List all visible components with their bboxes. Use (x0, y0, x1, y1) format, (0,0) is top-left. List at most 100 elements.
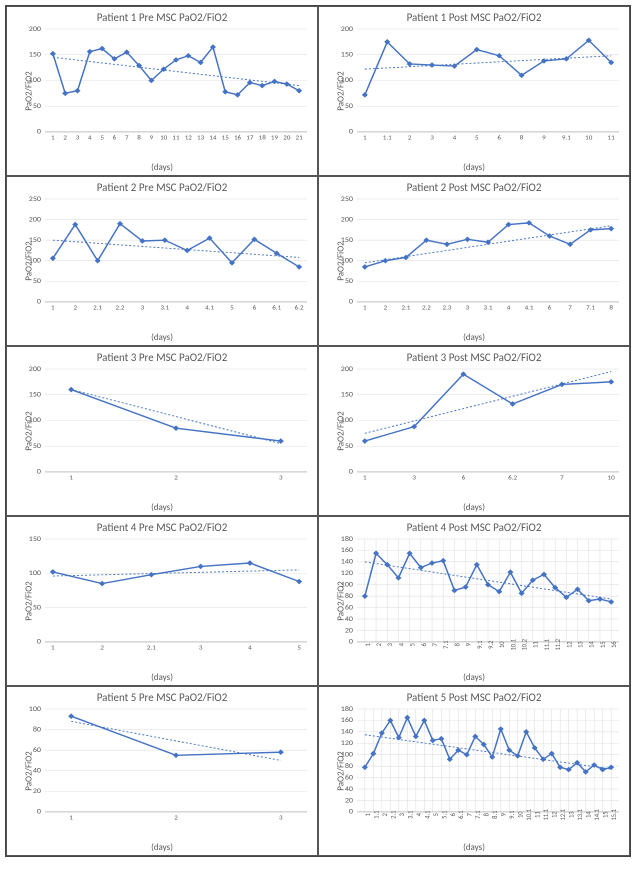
svg-text:140: 140 (341, 728, 353, 737)
svg-text:1: 1 (51, 644, 55, 652)
svg-text:60: 60 (345, 774, 353, 783)
svg-text:7: 7 (431, 643, 439, 647)
svg-text:6: 6 (253, 304, 257, 312)
svg-text:150: 150 (341, 51, 353, 60)
svg-text:11.1: 11.1 (543, 638, 551, 650)
svg-text:150: 150 (29, 236, 41, 245)
svg-text:4.1: 4.1 (423, 810, 431, 819)
plot-area: 050100150200250122.12.22.333.144.1677.18 (357, 199, 619, 315)
svg-text:11: 11 (608, 134, 616, 142)
svg-text:9.1: 9.1 (562, 134, 571, 142)
chart-title: Patient 5 Post MSC PaO2/FiO2 (319, 691, 629, 704)
svg-text:200: 200 (341, 365, 353, 374)
svg-text:160: 160 (341, 546, 353, 555)
svg-text:5: 5 (297, 644, 301, 652)
svg-text:2.1: 2.1 (147, 644, 156, 652)
svg-text:1: 1 (69, 474, 73, 482)
svg-text:9: 9 (464, 643, 472, 647)
svg-text:100: 100 (341, 581, 353, 590)
svg-text:50: 50 (345, 277, 353, 286)
svg-text:100: 100 (29, 76, 41, 85)
svg-text:10: 10 (498, 641, 506, 648)
svg-text:7: 7 (125, 134, 129, 142)
svg-text:1: 1 (364, 813, 372, 817)
svg-text:4: 4 (88, 134, 92, 142)
svg-text:20: 20 (345, 796, 353, 805)
svg-text:6: 6 (462, 474, 466, 482)
svg-text:2: 2 (384, 304, 388, 312)
svg-text:15: 15 (222, 134, 230, 142)
svg-text:11: 11 (172, 134, 180, 142)
svg-text:2: 2 (174, 814, 178, 822)
svg-text:1.1: 1.1 (372, 810, 380, 819)
svg-text:14: 14 (209, 134, 217, 142)
plot-area: 050100150200123 (45, 369, 307, 485)
svg-text:200: 200 (29, 25, 41, 34)
svg-text:12: 12 (185, 134, 193, 142)
chart-title: Patient 5 Pre MSC PaO2/FiO2 (7, 691, 317, 704)
svg-text:2: 2 (73, 304, 77, 312)
svg-text:50: 50 (33, 604, 41, 613)
svg-text:1.1: 1.1 (383, 134, 392, 142)
svg-text:16: 16 (234, 134, 242, 142)
svg-text:12.1: 12.1 (559, 808, 567, 820)
svg-text:150: 150 (341, 391, 353, 400)
svg-text:8: 8 (609, 304, 613, 312)
svg-text:150: 150 (341, 236, 353, 245)
svg-text:60: 60 (345, 604, 353, 613)
plot-area: 02040608010012014016018012345677.1899.19… (357, 539, 619, 655)
svg-text:200: 200 (341, 25, 353, 34)
svg-text:4.1: 4.1 (205, 304, 214, 312)
plot-area: 0501001502001234567891011121314151617181… (45, 29, 307, 145)
svg-text:2.3: 2.3 (442, 304, 451, 312)
svg-text:7.1: 7.1 (474, 810, 482, 819)
svg-text:17: 17 (246, 134, 254, 142)
svg-text:18: 18 (259, 134, 267, 142)
svg-text:20: 20 (345, 626, 353, 635)
plot-area: 05010015020011.123456899.11011 (357, 29, 619, 145)
svg-text:15: 15 (599, 641, 607, 648)
svg-text:4: 4 (248, 644, 252, 652)
svg-text:1: 1 (363, 304, 367, 312)
svg-text:6.2: 6.2 (295, 304, 304, 312)
svg-text:2.2: 2.2 (116, 304, 125, 312)
svg-text:13: 13 (576, 641, 584, 648)
x-axis-label: (days) (7, 672, 317, 683)
svg-text:5: 5 (432, 813, 440, 817)
x-axis-label: (days) (7, 332, 317, 343)
svg-text:4: 4 (507, 304, 511, 312)
svg-text:50: 50 (33, 442, 41, 451)
svg-text:11.1: 11.1 (542, 808, 550, 820)
svg-text:140: 140 (341, 558, 353, 567)
svg-text:2: 2 (174, 474, 178, 482)
svg-text:1: 1 (363, 134, 367, 142)
svg-text:180: 180 (341, 535, 353, 544)
svg-text:4: 4 (453, 134, 457, 142)
x-axis-label: (days) (319, 842, 629, 853)
svg-text:180: 180 (341, 705, 353, 714)
svg-text:100: 100 (29, 257, 41, 266)
svg-text:2: 2 (100, 644, 104, 652)
svg-text:6: 6 (113, 134, 117, 142)
svg-text:0: 0 (37, 638, 41, 647)
svg-text:3: 3 (279, 474, 283, 482)
chart-title: Patient 3 Post MSC PaO2/FiO2 (319, 351, 629, 364)
svg-text:7: 7 (560, 474, 564, 482)
svg-text:5.1: 5.1 (440, 810, 448, 819)
svg-text:2: 2 (375, 643, 383, 647)
svg-text:9.2: 9.2 (487, 640, 495, 649)
chart-title: Patient 4 Pre MSC PaO2/FiO2 (7, 521, 317, 534)
svg-text:7.1: 7.1 (586, 304, 595, 312)
svg-text:9.1: 9.1 (508, 810, 516, 819)
svg-text:9: 9 (150, 134, 154, 142)
svg-text:6.2: 6.2 (508, 474, 517, 482)
svg-text:1: 1 (69, 814, 73, 822)
svg-text:100: 100 (29, 705, 41, 714)
svg-text:10.2: 10.2 (520, 638, 528, 650)
svg-text:0: 0 (349, 638, 353, 647)
svg-text:14.1: 14.1 (593, 808, 601, 820)
svg-text:200: 200 (29, 365, 41, 374)
svg-text:6: 6 (420, 643, 428, 647)
x-axis-label: (days) (319, 672, 629, 683)
svg-text:3: 3 (430, 134, 434, 142)
